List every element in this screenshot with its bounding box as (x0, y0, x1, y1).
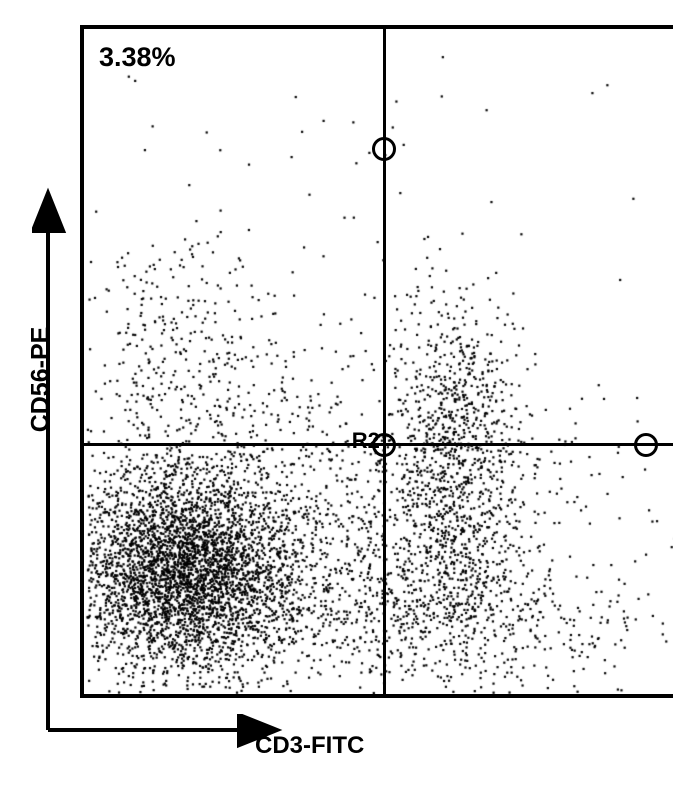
quadrant-vertical-line (383, 29, 386, 694)
quadrant-percent-label: 3.38% (99, 42, 176, 73)
gate-handle-icon (372, 137, 396, 161)
flow-cytometry-scatter: 3.38% R2 CD56-PE CD3-FITC (20, 20, 673, 767)
scatter-points (84, 29, 673, 694)
y-axis-label: CD56-PE (26, 327, 55, 433)
gate-handle-icon (634, 433, 658, 457)
gate-handle-icon (372, 433, 396, 457)
plot-area: 3.38% R2 (80, 25, 673, 698)
x-axis-label: CD3-FITC (255, 732, 364, 760)
